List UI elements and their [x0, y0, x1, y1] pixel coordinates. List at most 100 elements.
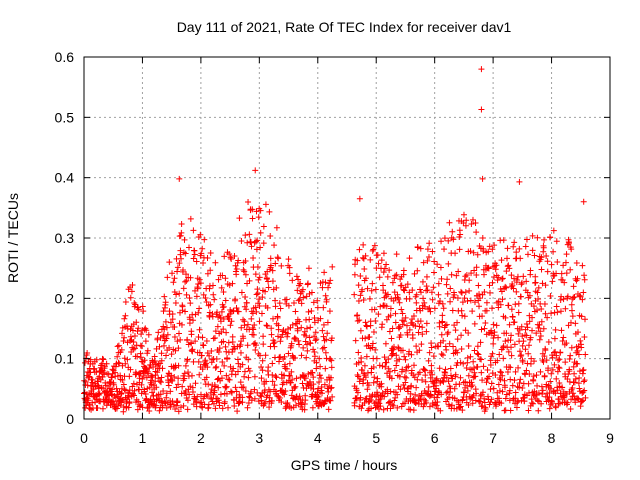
- data-point: [445, 237, 452, 244]
- data-point: [518, 281, 525, 288]
- data-point: [360, 296, 367, 303]
- data-point: [270, 315, 277, 322]
- data-point: [211, 296, 218, 303]
- data-point: [413, 343, 420, 350]
- data-point: [237, 349, 244, 356]
- data-point: [278, 398, 285, 405]
- data-point: [452, 250, 459, 257]
- data-point: [300, 344, 307, 351]
- data-point: [504, 255, 511, 262]
- data-point: [273, 374, 280, 381]
- data-point: [520, 273, 527, 280]
- data-point: [271, 339, 278, 346]
- data-point: [462, 378, 469, 385]
- data-point: [298, 300, 305, 307]
- data-point: [194, 393, 201, 400]
- data-point: [255, 300, 262, 307]
- data-point: [187, 215, 194, 222]
- data-point: [322, 365, 329, 372]
- data-point: [126, 389, 133, 396]
- data-point: [140, 308, 147, 315]
- data-point: [547, 378, 554, 385]
- data-point: [436, 323, 443, 330]
- data-point: [493, 262, 500, 269]
- x-tick-label: 0: [80, 430, 88, 446]
- data-point: [215, 348, 222, 355]
- data-point: [250, 326, 257, 333]
- data-point: [226, 376, 233, 383]
- data-point: [156, 378, 163, 385]
- data-point: [308, 289, 315, 296]
- data-point: [494, 357, 501, 364]
- data-point: [442, 366, 449, 373]
- data-point: [386, 267, 393, 274]
- data-point: [380, 269, 387, 276]
- data-point: [299, 286, 306, 293]
- data-point: [474, 343, 481, 350]
- data-point: [319, 327, 326, 334]
- data-point: [450, 343, 457, 350]
- data-point: [168, 372, 175, 379]
- data-point: [146, 408, 153, 415]
- data-point: [560, 334, 567, 341]
- data-point: [447, 372, 454, 379]
- data-point: [398, 403, 405, 410]
- data-point: [226, 282, 233, 289]
- data-point: [177, 336, 184, 343]
- data-point: [182, 362, 189, 369]
- data-point: [370, 364, 377, 371]
- data-point: [505, 262, 512, 269]
- data-point: [320, 333, 327, 340]
- data-point: [182, 278, 189, 285]
- data-point: [240, 316, 247, 323]
- data-point: [305, 370, 312, 377]
- data-point: [434, 261, 441, 268]
- data-point: [422, 372, 429, 379]
- data-point: [249, 324, 256, 331]
- data-point: [554, 258, 561, 265]
- data-point: [308, 307, 315, 314]
- data-point: [247, 239, 254, 246]
- data-point: [302, 397, 309, 404]
- data-point: [222, 384, 229, 391]
- data-point: [122, 360, 129, 367]
- x-tick-label: 6: [431, 430, 439, 446]
- data-point: [472, 373, 479, 380]
- data-point: [401, 373, 408, 380]
- data-point: [417, 318, 424, 325]
- x-tick-label: 5: [372, 430, 380, 446]
- data-point: [316, 355, 323, 362]
- data-point: [429, 296, 436, 303]
- data-point: [252, 346, 259, 353]
- data-point: [405, 363, 412, 370]
- data-point: [513, 249, 520, 256]
- data-point: [534, 382, 541, 389]
- data-point: [243, 299, 250, 306]
- data-point: [505, 302, 512, 309]
- data-point: [281, 353, 288, 360]
- data-point: [267, 262, 274, 269]
- data-point: [198, 352, 205, 359]
- data-point: [326, 280, 333, 287]
- data-point: [473, 390, 480, 397]
- data-point: [571, 370, 578, 377]
- data-point: [317, 363, 324, 370]
- data-point: [196, 349, 203, 356]
- data-point: [402, 379, 409, 386]
- data-point: [477, 295, 483, 302]
- data-point: [282, 388, 289, 395]
- data-point: [131, 387, 138, 394]
- data-point: [496, 387, 503, 394]
- data-point: [158, 374, 165, 381]
- data-point: [356, 246, 363, 253]
- data-point: [493, 322, 500, 329]
- data-point: [139, 404, 146, 411]
- data-point: [286, 360, 293, 367]
- data-point: [199, 366, 206, 373]
- data-point: [415, 329, 422, 336]
- data-point: [116, 360, 123, 367]
- data-point: [157, 379, 164, 386]
- data-point: [241, 322, 248, 329]
- data-point: [172, 406, 179, 413]
- data-point: [183, 271, 190, 278]
